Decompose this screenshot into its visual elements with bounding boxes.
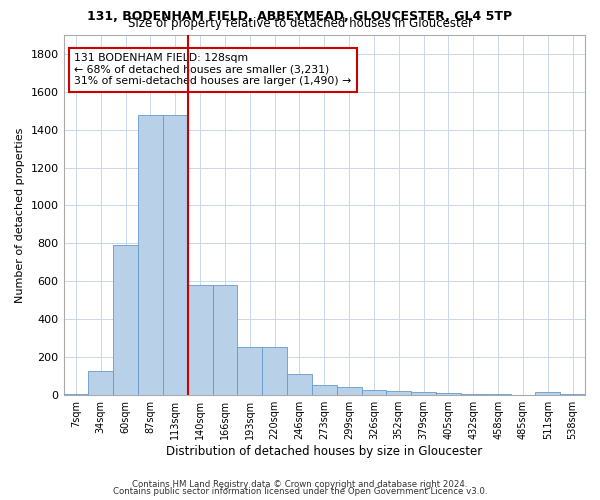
Text: Contains public sector information licensed under the Open Government Licence v3: Contains public sector information licen… [113,487,487,496]
Bar [88,371,113,394]
Bar [238,348,262,395]
Bar [188,285,212,395]
Bar [535,392,560,394]
Text: Contains HM Land Registry data © Crown copyright and database right 2024.: Contains HM Land Registry data © Crown c… [132,480,468,489]
Text: 131, BODENHAM FIELD, ABBEYMEAD, GLOUCESTER, GL4 5TP: 131, BODENHAM FIELD, ABBEYMEAD, GLOUCEST… [88,10,512,23]
Y-axis label: Number of detached properties: Number of detached properties [15,127,25,302]
Bar [411,392,436,394]
Bar [362,390,386,394]
Bar [337,387,362,394]
Bar [386,391,411,394]
Bar [212,285,238,395]
Bar [436,393,461,394]
Bar [287,374,312,394]
X-axis label: Distribution of detached houses by size in Gloucester: Distribution of detached houses by size … [166,444,482,458]
Bar [262,348,287,395]
Bar [163,114,188,394]
Bar [138,114,163,394]
Bar [113,245,138,394]
Text: Size of property relative to detached houses in Gloucester: Size of property relative to detached ho… [128,18,473,30]
Bar [312,385,337,394]
Text: 131 BODENHAM FIELD: 128sqm
← 68% of detached houses are smaller (3,231)
31% of s: 131 BODENHAM FIELD: 128sqm ← 68% of deta… [74,53,351,86]
